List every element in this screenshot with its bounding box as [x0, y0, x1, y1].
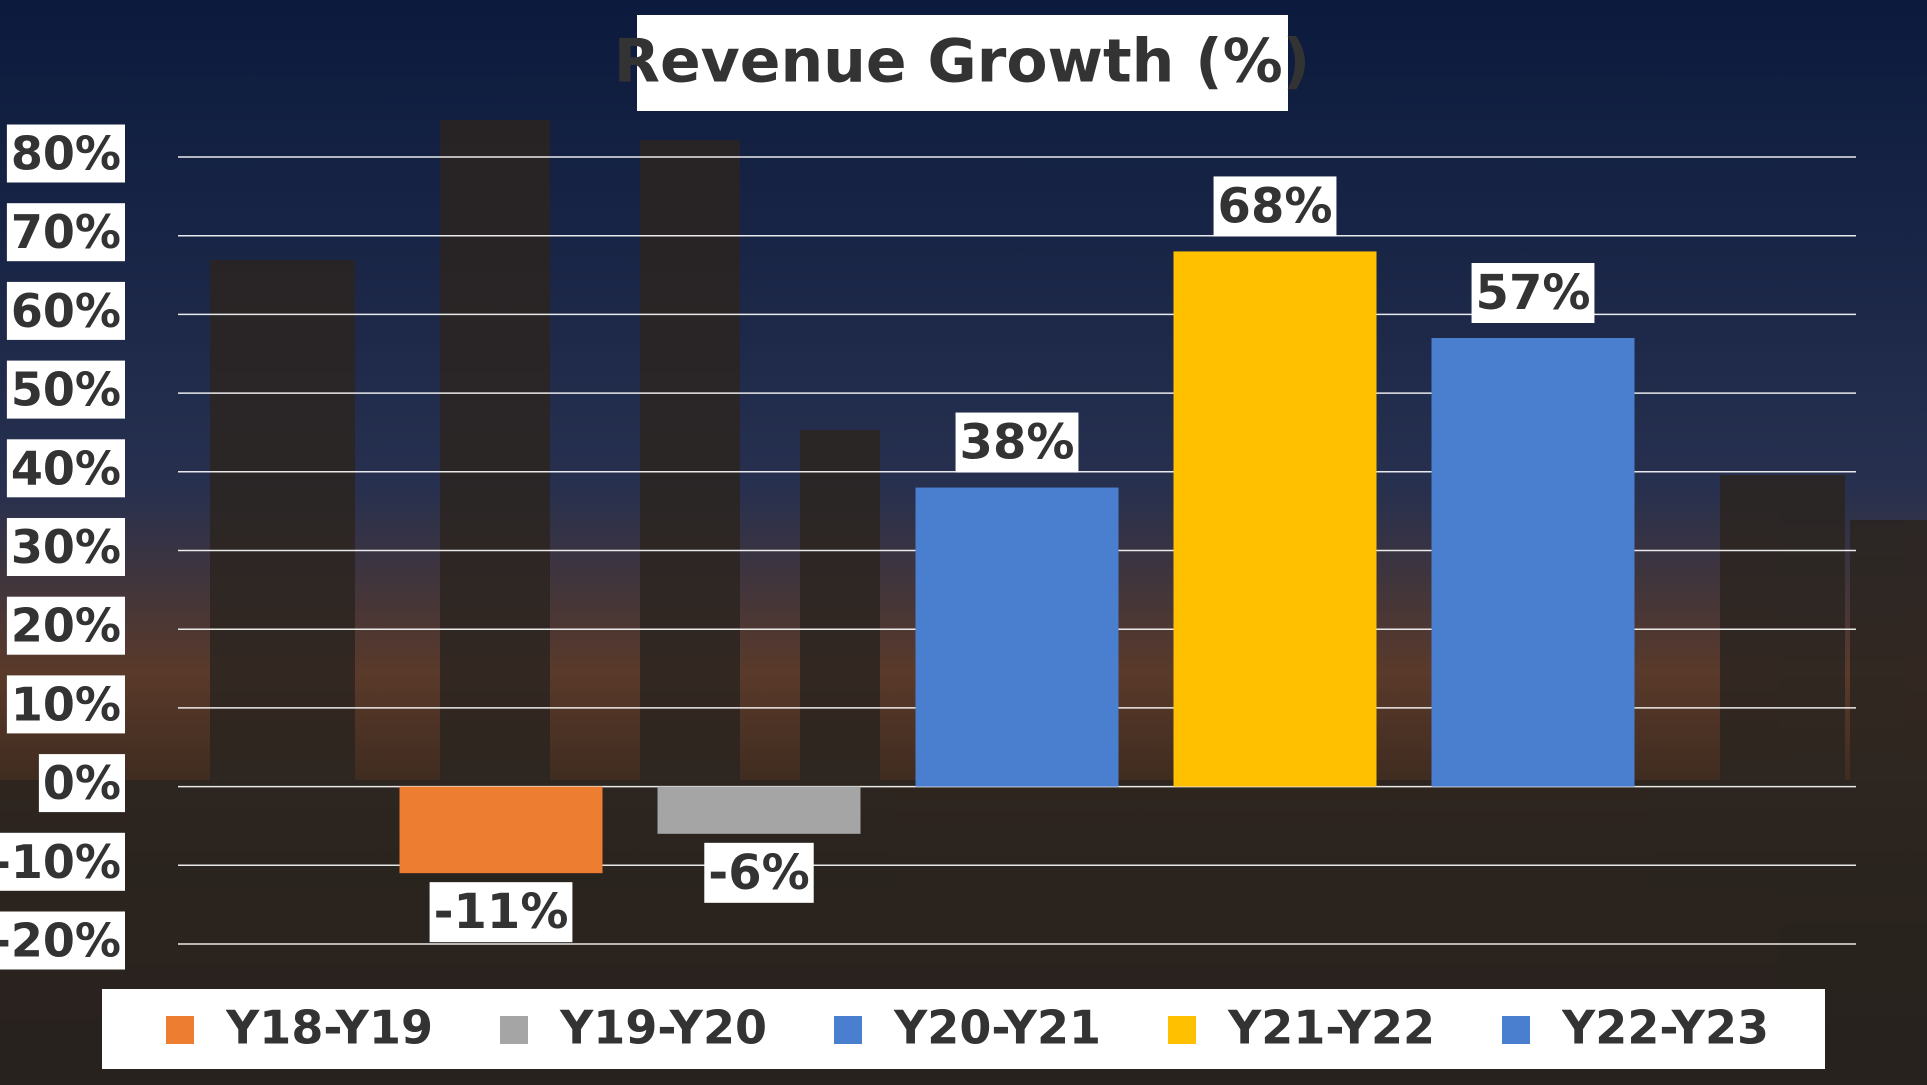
value-label: -6%: [708, 845, 809, 901]
y-tick-label-box: [0, 832, 125, 891]
legend-label: Y19-Y20: [559, 1001, 767, 1055]
y-tick-label-box: [6, 203, 125, 262]
y-tick-label: 20%: [11, 599, 121, 653]
value-label-box: [1213, 176, 1337, 237]
y-tick-label: 50%: [11, 363, 121, 417]
legend-swatch: [1168, 1016, 1196, 1044]
title-box: [637, 15, 1288, 111]
y-tick-label: -10%: [0, 835, 121, 889]
value-label-box: [955, 412, 1079, 473]
y-tick-label: 80%: [11, 127, 121, 181]
value-label: 57%: [1476, 265, 1591, 321]
chart-title: Revenue Growth (%): [614, 27, 1310, 97]
y-tick-label-box: [6, 675, 125, 734]
legend-box: [102, 989, 1825, 1069]
y-tick-label: 10%: [11, 677, 121, 731]
y-tick-label: 70%: [11, 205, 121, 259]
value-label: -11%: [434, 884, 569, 940]
y-tick-label-box: [6, 439, 125, 498]
value-label: 38%: [960, 415, 1075, 471]
y-tick-label-box: [38, 754, 125, 813]
bar: [1431, 338, 1635, 787]
legend-label: Y22-Y23: [1561, 1001, 1769, 1055]
y-tick-label-box: [6, 596, 125, 655]
legend-swatch: [500, 1016, 528, 1044]
value-label: 68%: [1218, 178, 1333, 234]
bar: [657, 786, 861, 834]
y-tick-label: 0%: [43, 756, 121, 810]
y-tick-label-box: [6, 124, 125, 183]
y-tick-label-box: [6, 518, 125, 576]
value-label-box: [1471, 263, 1595, 324]
y-tick-label: 40%: [11, 441, 121, 495]
legend-swatch: [834, 1016, 862, 1044]
legend-swatch: [1502, 1016, 1530, 1044]
y-tick-label-box: [6, 360, 125, 419]
value-label-box: [704, 842, 814, 903]
bar: [1173, 251, 1377, 787]
legend-label: Y18-Y19: [225, 1001, 433, 1055]
bar: [399, 786, 603, 874]
y-tick-label: 60%: [11, 284, 121, 338]
y-tick-label: -20%: [0, 914, 121, 968]
y-tick-label: 30%: [11, 520, 121, 574]
y-tick-label-box: [6, 281, 125, 340]
y-tick-label-box: [0, 911, 125, 970]
bar: [915, 487, 1119, 787]
legend-label: Y20-Y21: [893, 1001, 1101, 1055]
value-label-box: [429, 882, 573, 943]
legend-swatch: [166, 1016, 194, 1044]
legend-label: Y21-Y22: [1227, 1001, 1435, 1055]
